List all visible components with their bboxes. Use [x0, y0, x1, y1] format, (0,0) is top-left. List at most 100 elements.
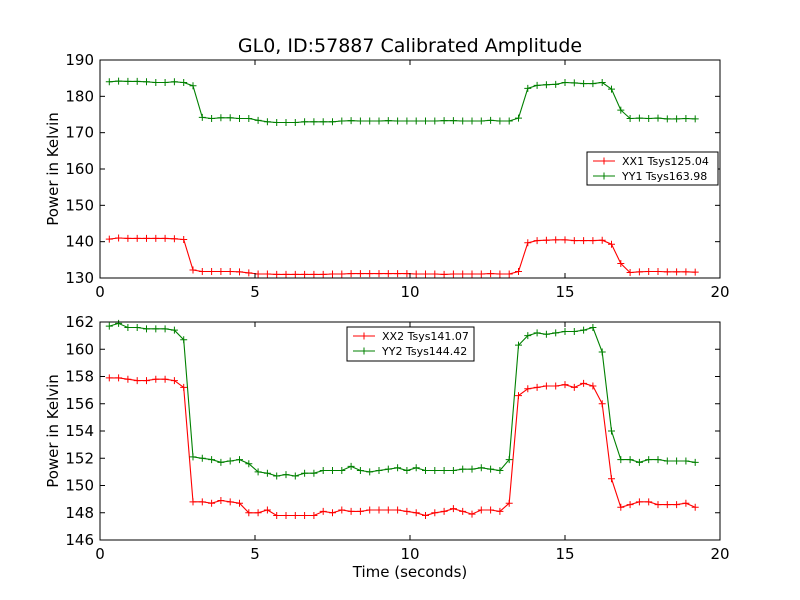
bottom-data-point	[282, 471, 290, 479]
top-data-point	[124, 234, 132, 242]
bottom-data-point	[449, 505, 457, 513]
top-data-point	[254, 270, 262, 278]
top-y-tick-label: 140	[65, 233, 94, 251]
bottom-subplot-x-label: Time (seconds)	[352, 563, 468, 581]
top-data-point	[552, 236, 560, 244]
bottom-data-point	[422, 511, 429, 519]
top-subplot-legend: XX1 Tsys125.04 YY1 Tsys163.98	[586, 151, 719, 186]
top-data-point	[226, 267, 234, 275]
bottom-data-point	[403, 467, 411, 475]
bottom-data-point	[338, 467, 346, 475]
top-data-point	[598, 236, 606, 244]
top-data-point	[291, 118, 299, 126]
top-data-point	[477, 270, 485, 278]
bottom-data-point	[161, 325, 169, 333]
bottom-data-point	[440, 507, 448, 515]
bottom-data-point	[356, 467, 364, 475]
top-data-point	[282, 118, 290, 126]
bottom-data-point	[310, 511, 318, 519]
top-data-point	[384, 270, 392, 278]
bottom-data-point	[124, 375, 132, 383]
bottom-data-point	[273, 511, 281, 519]
top-data-point	[170, 235, 178, 243]
bottom-data-point	[691, 458, 699, 466]
bottom-data-point	[198, 454, 206, 462]
top-data-point	[329, 118, 336, 126]
bottom-data-point	[375, 506, 383, 514]
bottom-data-point	[143, 325, 150, 333]
bottom-data-point	[561, 328, 569, 336]
bottom-data-point	[245, 509, 253, 517]
top-data-point	[338, 270, 346, 278]
top-data-point	[152, 79, 160, 87]
bottom-data-point	[673, 501, 681, 509]
top-data-point	[496, 270, 504, 278]
top-data-point	[589, 80, 597, 88]
bottom-data-point	[282, 511, 290, 519]
bottom-data-point	[347, 507, 355, 515]
bottom-data-point	[626, 501, 634, 509]
top-data-point	[691, 115, 699, 123]
top-data-point	[319, 118, 327, 126]
bottom-data-point	[384, 506, 392, 514]
bottom-data-point	[338, 506, 346, 514]
bottom-x-tick-label: 5	[250, 545, 260, 563]
top-data-point	[412, 270, 420, 278]
bottom-data-point	[394, 506, 402, 514]
bottom-y-tick-label: 148	[65, 504, 94, 522]
top-data-point	[208, 267, 216, 275]
top-data-point	[217, 114, 225, 122]
top-data-point	[663, 115, 671, 123]
bottom-data-point	[347, 462, 355, 470]
top-data-point	[338, 117, 346, 125]
top-data-point	[217, 267, 225, 275]
bottom-data-point	[440, 467, 448, 475]
top-data-point	[635, 268, 643, 276]
top-data-point	[152, 234, 160, 242]
bottom-data-point	[394, 464, 402, 472]
top-data-point	[143, 234, 150, 242]
bottom-data-point	[477, 464, 485, 472]
top-data-point	[170, 78, 178, 86]
bottom-data-point	[682, 457, 690, 465]
top-x-tick-label: 0	[95, 283, 105, 301]
bottom-data-point	[403, 507, 411, 515]
bottom-data-point	[115, 374, 123, 382]
bottom-data-point	[561, 381, 569, 389]
bottom-data-point	[542, 382, 550, 390]
bottom-data-point	[375, 467, 383, 475]
bottom-y-tick-label: 150	[65, 477, 94, 495]
bottom-series-line-xx	[109, 377, 696, 517]
bottom-y-tick-label: 154	[65, 422, 94, 440]
bottom-data-point	[654, 501, 662, 509]
top-subplot: 0 5 10 15 20 130 140 150 160 170 180 190 Power in …	[44, 51, 730, 301]
bottom-data-point	[115, 319, 123, 327]
bottom-data-point	[422, 467, 429, 475]
bottom-subplot-marks	[105, 319, 699, 519]
top-data-point	[198, 113, 206, 121]
top-data-point	[189, 82, 197, 90]
top-data-point	[273, 270, 281, 278]
top-subplot-x-ticks: 0 5 10 15 20	[95, 60, 730, 301]
top-data-point	[682, 114, 690, 122]
bottom-data-point	[617, 456, 625, 464]
top-x-tick-label: 20	[710, 283, 729, 301]
bottom-data-point	[626, 456, 634, 464]
bottom-x-tick-label: 20	[710, 545, 729, 563]
bottom-data-point	[496, 467, 504, 475]
bottom-data-point	[608, 427, 615, 435]
top-data-point	[254, 116, 262, 124]
bottom-data-point	[152, 375, 160, 383]
top-data-point	[180, 79, 188, 87]
bottom-data-point	[598, 348, 606, 356]
bottom-data-point	[663, 501, 671, 509]
top-series-line-yy	[109, 80, 696, 124]
bottom-y-tick-label: 162	[65, 313, 94, 331]
bottom-data-point	[552, 329, 560, 337]
top-data-point	[691, 268, 699, 276]
bottom-data-point	[645, 498, 653, 506]
bottom-x-tick-label: 15	[555, 545, 574, 563]
top-series-line-xx	[109, 237, 696, 275]
top-y-tick-label: 150	[65, 196, 94, 214]
